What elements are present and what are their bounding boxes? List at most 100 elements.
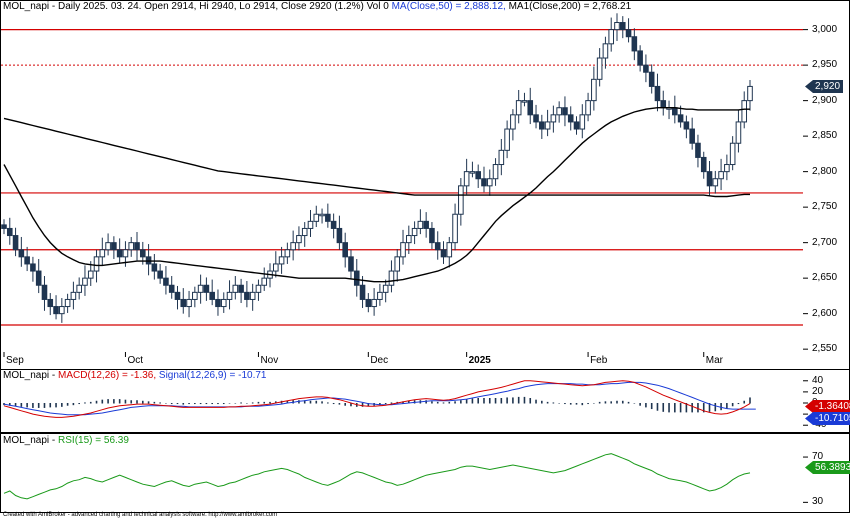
candle-body [35, 270, 42, 286]
candle-body [434, 242, 441, 251]
candle-body [377, 291, 383, 300]
candle-body [203, 284, 210, 293]
candle-body [197, 284, 204, 293]
candle-body [47, 298, 54, 308]
candle-body [53, 306, 59, 315]
rsi-y-tick-label: 70 [812, 451, 824, 463]
candle-body [735, 121, 742, 144]
price-y-tick-label: 2,850 [812, 130, 838, 142]
candle-body [301, 227, 308, 237]
rsi-line [3, 453, 751, 500]
candle-body [521, 100, 528, 103]
candle-body [481, 178, 487, 187]
price-y-tick-label: 2,600 [812, 307, 838, 319]
candle-body [440, 249, 447, 258]
candle-body [261, 277, 268, 286]
candle-body [504, 128, 510, 151]
candle-body [296, 235, 302, 244]
candle-body [689, 128, 695, 144]
candle-body [452, 213, 458, 244]
price-y-tick-label: 3,000 [812, 23, 838, 35]
candle-body [527, 100, 534, 116]
rsi-label: RSI(15) = 56.39 [58, 435, 129, 446]
candle-body [232, 284, 239, 293]
signal-value-tag: -10.7105 [805, 412, 850, 425]
candle-body [614, 22, 620, 31]
candle-body [18, 249, 25, 258]
price-y-tick-label: 2,700 [812, 236, 838, 248]
candle-body [573, 121, 580, 130]
price-x-tick-label: Sep [6, 355, 24, 366]
candle-body [348, 256, 354, 272]
candle-body [406, 235, 412, 244]
candle-body [220, 298, 227, 308]
price-y-tick-label: 2,800 [812, 165, 838, 177]
candle-body [163, 277, 169, 286]
candle-body [336, 227, 343, 244]
macd-line [3, 380, 751, 418]
candle-body [550, 114, 557, 123]
candle-body [342, 242, 348, 258]
candle-body [93, 256, 100, 272]
footer-credit: Created with AmiBroker - advanced charti… [3, 512, 278, 518]
candle-body [469, 171, 476, 174]
macd-y-tick-label: 40 [812, 374, 824, 386]
candle-body [30, 263, 36, 272]
candle-body [168, 284, 175, 293]
candle-body [180, 298, 187, 308]
candle-body [64, 298, 71, 308]
candle-body [567, 114, 574, 123]
candle-body [463, 171, 470, 187]
candle-body [382, 284, 389, 293]
candle-body [700, 156, 707, 173]
rsi-value-tag: 56.3893 [805, 461, 850, 474]
candle-body [249, 291, 256, 300]
candle-body [602, 43, 609, 59]
price-y-tick-label: 2,650 [812, 272, 838, 284]
candle-body [192, 291, 198, 300]
candle-body [706, 171, 713, 187]
candle-body [325, 213, 331, 222]
candle-body [215, 298, 221, 308]
candle-body [533, 114, 539, 123]
candle-body [238, 284, 244, 293]
candle-body [446, 242, 453, 258]
candle-body [353, 270, 360, 286]
price-header: MOL_napi - Daily 2025. 03. 24. Open 2914… [3, 1, 631, 12]
candle-body [151, 263, 158, 272]
signal-line [3, 381, 756, 416]
candle-body [654, 85, 661, 102]
candle-body [209, 291, 215, 300]
signal-label: Signal(12,26,9) = -10.71 [158, 370, 267, 381]
candle-body [128, 242, 135, 251]
rsi-pane [0, 433, 850, 513]
macd-value-tag: -1.36408 [805, 400, 850, 413]
candle-body [741, 100, 748, 123]
candle-body [643, 64, 649, 73]
candle-body [718, 171, 724, 180]
candle-body [82, 277, 88, 286]
candle-body [122, 249, 129, 258]
candle-body [539, 121, 545, 130]
price-y-tick-label: 2,550 [812, 343, 838, 355]
candle-body [544, 121, 551, 130]
price-x-tick-label: 2025 [468, 355, 491, 366]
candle-body [677, 114, 684, 123]
candle-body [562, 107, 568, 116]
candle-body [174, 291, 181, 300]
ma50-label: MA(Close,50) = 2,888.12, [391, 1, 506, 12]
price-x-tick-label: Oct [127, 355, 143, 366]
candle-body [475, 171, 482, 180]
candle-body [290, 242, 296, 251]
candle-body [394, 256, 401, 272]
candle-body [423, 220, 429, 229]
price-x-tick-label: Feb [590, 355, 608, 366]
rsi-header: MOL_napi - RSI(15) = 56.39 [3, 435, 129, 446]
candle-body [116, 249, 123, 258]
candle-body [330, 220, 337, 229]
candle-body [637, 50, 643, 66]
candle-body [6, 227, 13, 237]
candle-body [99, 249, 106, 258]
